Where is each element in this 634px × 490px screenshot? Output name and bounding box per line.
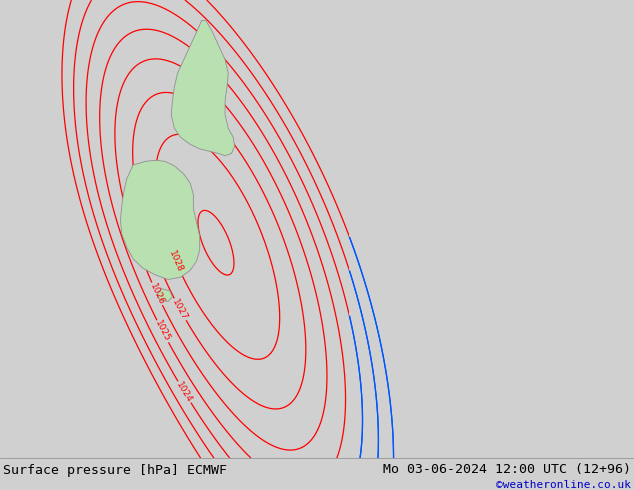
Text: ©weatheronline.co.uk: ©weatheronline.co.uk bbox=[496, 480, 631, 490]
Text: Surface pressure [hPa] ECMWF: Surface pressure [hPa] ECMWF bbox=[3, 465, 227, 477]
Polygon shape bbox=[157, 289, 172, 301]
Text: 1026: 1026 bbox=[148, 282, 166, 306]
Text: 1025: 1025 bbox=[153, 319, 172, 343]
Text: 1027: 1027 bbox=[171, 297, 190, 321]
Text: Mo 03-06-2024 12:00 UTC (12+96): Mo 03-06-2024 12:00 UTC (12+96) bbox=[383, 463, 631, 476]
Polygon shape bbox=[171, 21, 235, 156]
Text: 1024: 1024 bbox=[174, 380, 194, 404]
Bar bbox=[349, 0, 634, 458]
Polygon shape bbox=[120, 160, 200, 279]
Text: 1028: 1028 bbox=[167, 249, 184, 274]
